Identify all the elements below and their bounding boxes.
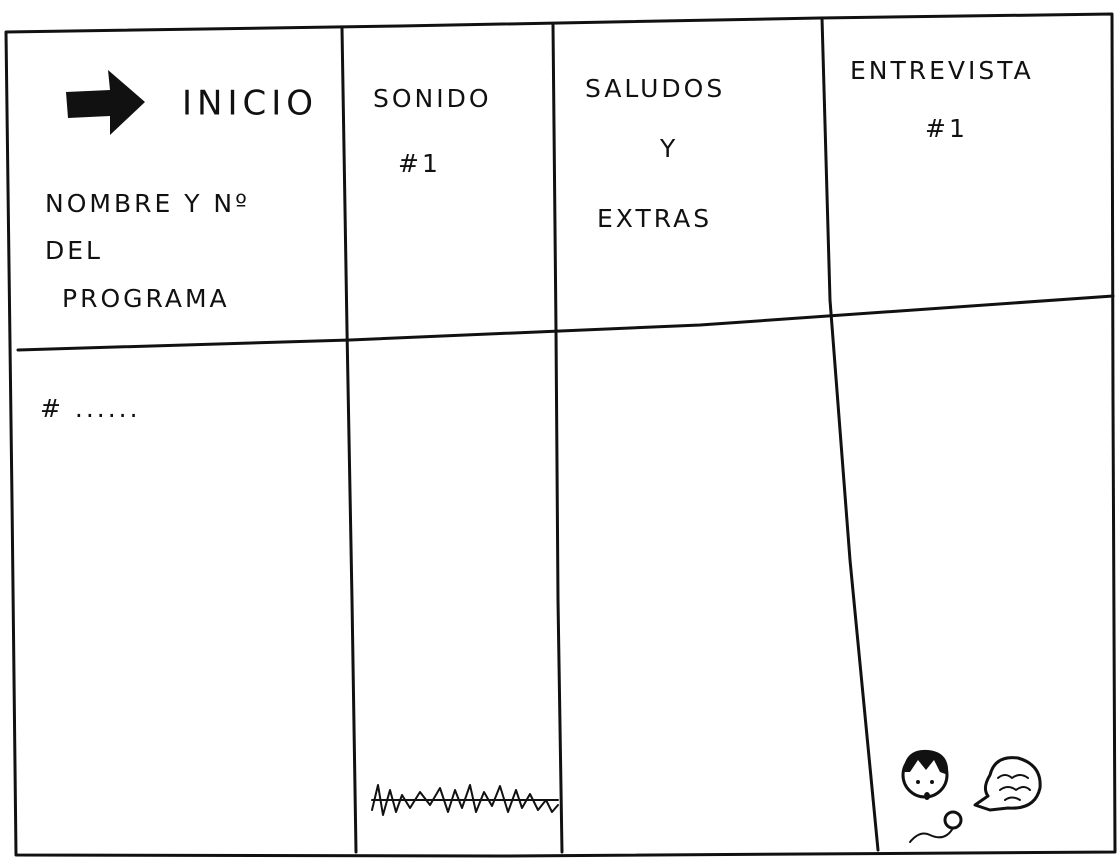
arrow-icon [66,70,145,135]
column-note: DEL [45,236,103,265]
column-note: NOMBRE Y Nº [45,189,250,218]
column-title: SALUDOS [585,74,725,103]
column-note: #1 [398,149,441,178]
column-note: EXTRAS [597,204,712,233]
column-divider [820,16,880,852]
interview-icon [901,749,1042,843]
column-divider [340,26,358,854]
column-divider [551,22,564,854]
column-title: ENTREVISTA [850,56,1034,85]
column-note: #1 [925,114,968,143]
body-cell: # ...... [40,394,141,423]
column-note: PROGRAMA [62,284,230,313]
column-title: INICIO [182,84,318,124]
sound-wave [371,784,559,816]
column-title: SONIDO [373,84,492,113]
row-divider [16,294,1115,352]
frame [4,12,1117,858]
column-note: Y [659,134,678,163]
